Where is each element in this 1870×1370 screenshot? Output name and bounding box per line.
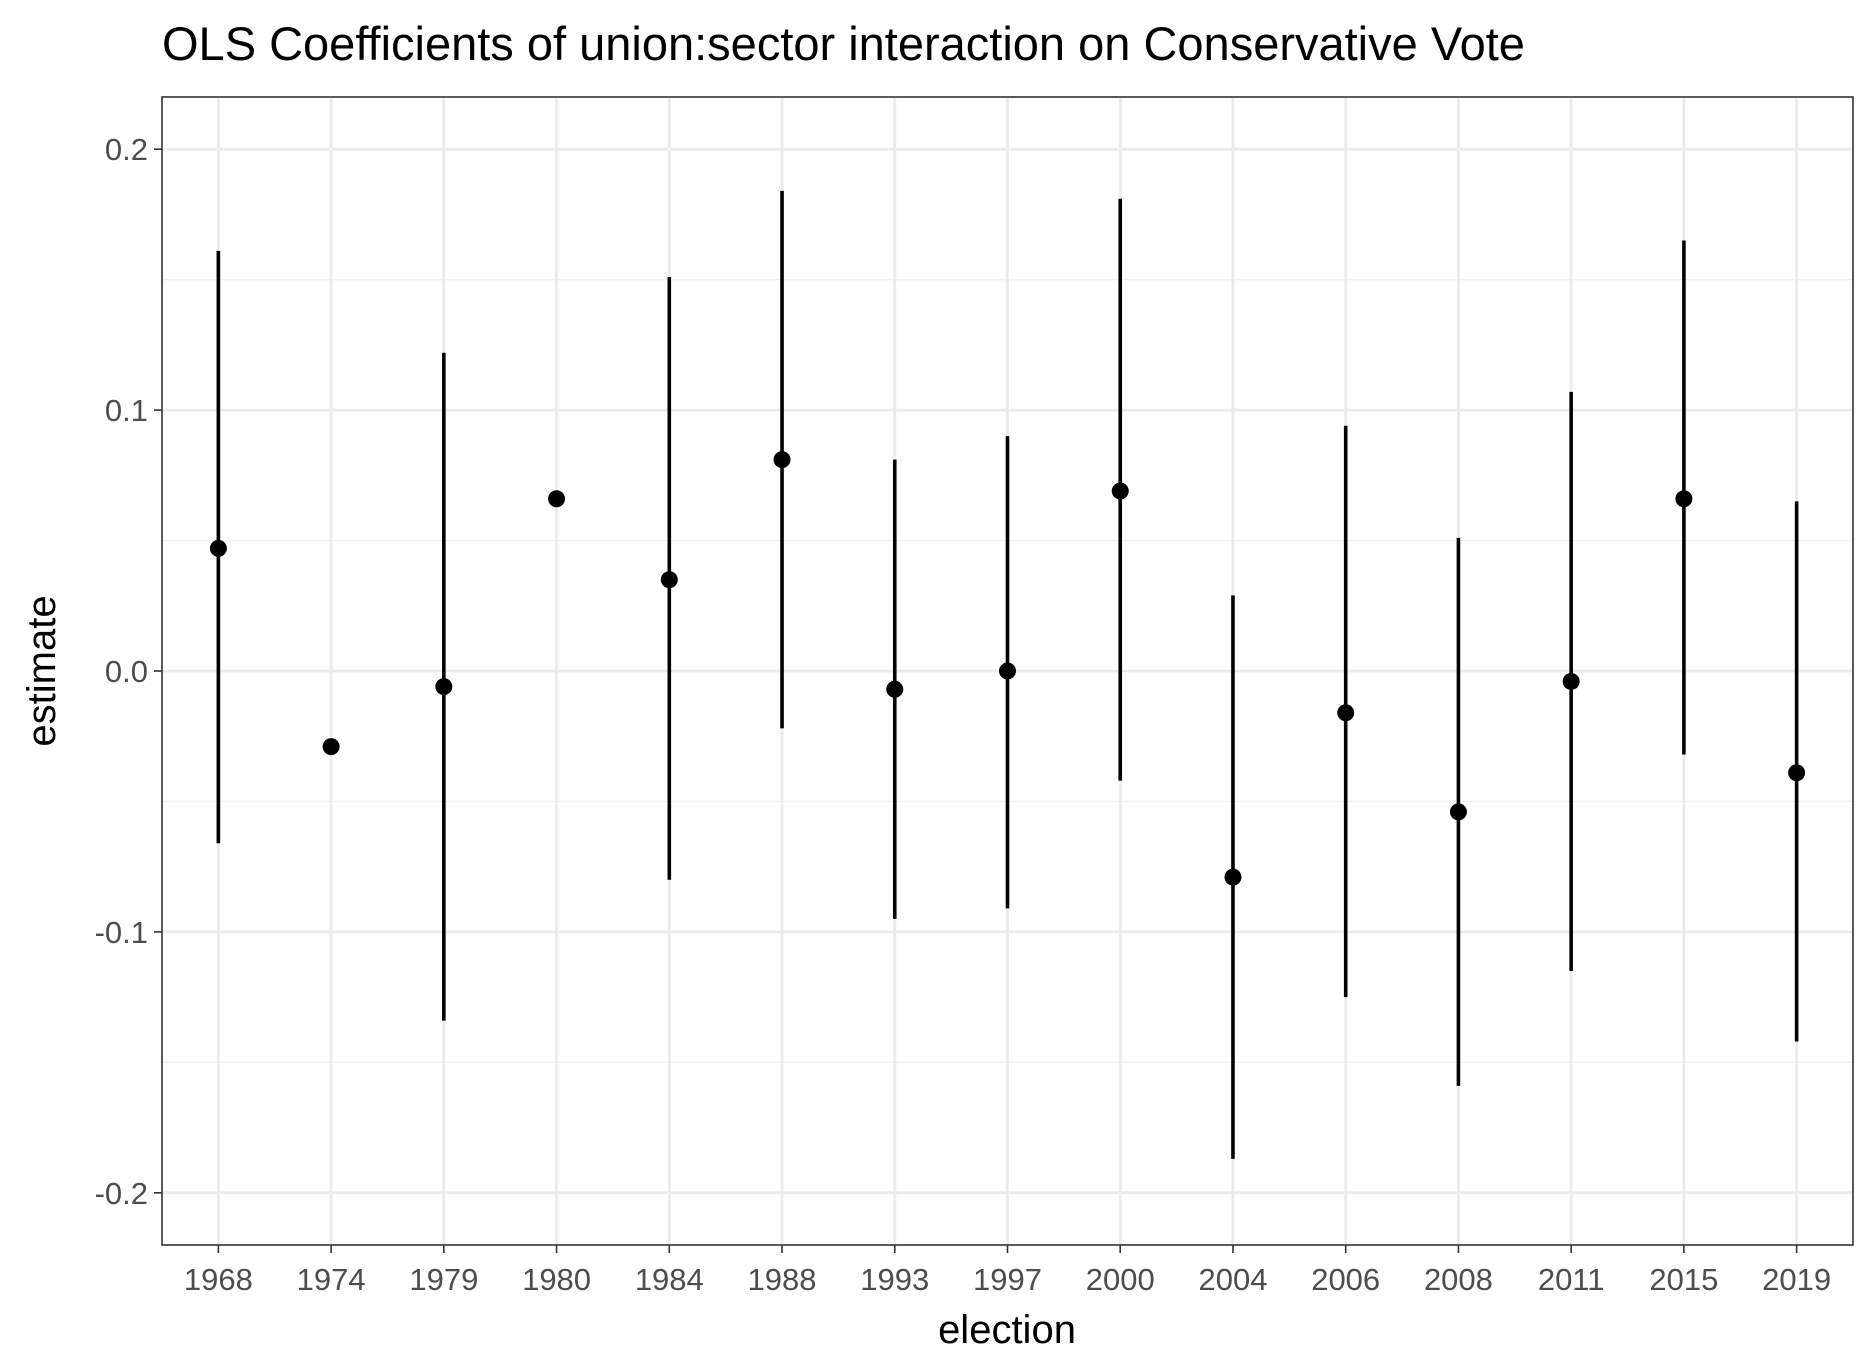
x-axis-title: election <box>938 1308 1076 1352</box>
x-tick-label: 1979 <box>409 1262 478 1297</box>
x-tick-label: 2006 <box>1311 1262 1380 1297</box>
x-tick-label: 1997 <box>973 1262 1042 1297</box>
x-tick-label: 1984 <box>635 1262 704 1297</box>
x-tick-label: 1980 <box>522 1262 591 1297</box>
estimate-point <box>209 539 227 557</box>
x-tick-label: 1968 <box>184 1262 253 1297</box>
x-tick-label: 2019 <box>1762 1262 1831 1297</box>
y-tick-label: 0.2 <box>105 132 148 167</box>
x-tick-label: 2000 <box>1086 1262 1155 1297</box>
estimate-point <box>1224 868 1242 886</box>
x-tick-label: 1974 <box>297 1262 366 1297</box>
y-tick-label: 0.1 <box>105 393 148 428</box>
estimate-point <box>1111 482 1129 500</box>
x-tick-label: 1993 <box>860 1262 929 1297</box>
x-tick-label: 2008 <box>1424 1262 1493 1297</box>
y-tick-label: 0.0 <box>105 654 148 689</box>
estimate-point <box>1788 764 1806 782</box>
estimate-point <box>435 678 453 696</box>
estimate-point <box>886 680 904 698</box>
estimate-points <box>209 451 1806 886</box>
x-tick-label: 1988 <box>748 1262 817 1297</box>
estimate-point <box>1337 704 1355 722</box>
chart-title: OLS Coefficients of union:sector interac… <box>162 17 1525 70</box>
x-tick-label: 2004 <box>1198 1262 1267 1297</box>
estimate-point <box>548 490 566 508</box>
estimate-point <box>1675 490 1693 508</box>
x-tick-label: 2011 <box>1538 1262 1605 1297</box>
estimate-point <box>660 571 678 589</box>
estimate-point <box>322 738 340 756</box>
y-axis: 0.2 0.1 0.0 -0.1 -0.2 <box>95 132 162 1211</box>
estimate-point <box>1562 672 1580 690</box>
y-tick-label: -0.1 <box>95 915 148 950</box>
estimate-point <box>1449 803 1467 821</box>
x-axis: 1968 1974 1979 1980 1984 1988 1993 1997 2000 2004… <box>184 1245 1831 1297</box>
x-tick-label: 2015 <box>1649 1262 1718 1297</box>
estimate-point <box>773 451 791 469</box>
y-tick-label: -0.2 <box>95 1176 148 1211</box>
estimate-point <box>999 662 1016 680</box>
y-axis-title: estimate <box>20 595 64 746</box>
